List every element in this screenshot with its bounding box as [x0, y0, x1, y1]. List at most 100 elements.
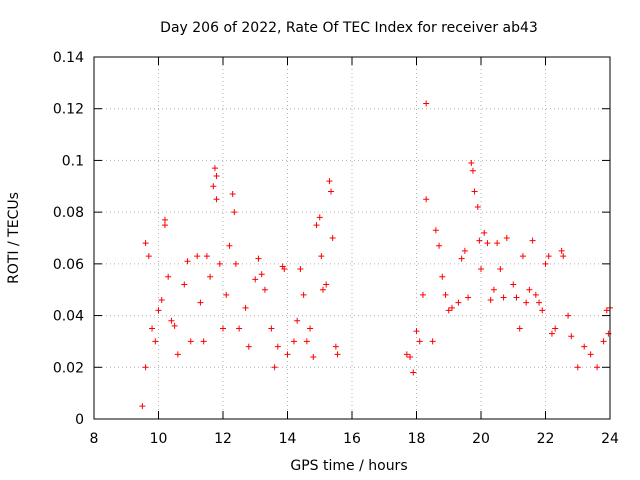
- data-point: [594, 364, 601, 371]
- data-point: [587, 351, 594, 358]
- data-point: [410, 369, 417, 376]
- x-tick-label: 18: [408, 431, 426, 447]
- data-point: [213, 196, 220, 203]
- data-point: [245, 343, 252, 350]
- y-axis-title: ROTI / TECUs: [6, 192, 22, 284]
- data-point: [469, 167, 476, 174]
- data-point: [216, 260, 223, 267]
- data-point: [207, 273, 214, 280]
- data-point: [242, 304, 249, 311]
- data-point: [210, 183, 217, 190]
- data-point: [468, 160, 475, 167]
- data-point: [423, 196, 430, 203]
- data-point: [236, 325, 243, 332]
- data-point: [560, 253, 567, 260]
- data-point: [165, 273, 172, 280]
- data-point: [252, 276, 259, 283]
- data-point: [455, 299, 462, 306]
- data-point: [436, 242, 443, 249]
- data-point: [445, 307, 452, 314]
- chart-title: Day 206 of 2022, Rate Of TEC Index for r…: [160, 20, 538, 36]
- data-point: [545, 253, 552, 260]
- data-point: [319, 286, 326, 293]
- data-point: [171, 322, 178, 329]
- data-point: [229, 191, 236, 198]
- y-tick-label: 0.12: [53, 102, 84, 118]
- data-point: [307, 325, 314, 332]
- data-point: [474, 203, 481, 210]
- data-point: [223, 291, 230, 298]
- data-point: [487, 297, 494, 304]
- data-point: [323, 281, 330, 288]
- data-point: [497, 266, 504, 273]
- data-point: [181, 281, 188, 288]
- data-point: [161, 216, 168, 223]
- x-tick-label: 20: [472, 431, 490, 447]
- data-point: [403, 351, 410, 358]
- data-point: [220, 325, 226, 332]
- data-point: [478, 266, 484, 273]
- data-point: [526, 286, 533, 293]
- x-tick-label: 12: [214, 431, 232, 447]
- axes: 8 10 12 14 16 18 20 22 24 0 0.02 0.04 0.06 0.08 0.1 0.1…: [53, 50, 619, 447]
- data-point: [329, 235, 336, 241]
- data-point: [303, 338, 310, 345]
- data-point: [481, 229, 488, 236]
- data-point: [519, 253, 526, 260]
- data-point: [142, 240, 149, 247]
- x-tick-label: 16: [343, 431, 361, 447]
- data-point: [313, 222, 320, 229]
- data-point: [213, 172, 220, 179]
- grid-lines: [94, 57, 610, 419]
- data-point: [448, 304, 455, 311]
- data-point: [568, 333, 575, 340]
- data-point: [476, 237, 483, 244]
- data-point: [294, 317, 301, 324]
- data-point: [194, 253, 201, 260]
- data-point: [513, 294, 520, 301]
- data-point: [211, 165, 218, 172]
- data-point: [326, 178, 333, 185]
- data-point: [600, 338, 607, 345]
- data-point: [145, 253, 152, 260]
- data-point: [149, 325, 156, 332]
- data-point: [271, 364, 278, 371]
- data-point: [255, 255, 262, 262]
- data-point: [158, 297, 165, 304]
- data-point: [332, 343, 339, 350]
- data-point: [161, 222, 168, 229]
- data-point: [471, 188, 478, 195]
- data-point: [231, 209, 238, 216]
- y-tick-label: 0.04: [53, 309, 84, 325]
- data-point: [139, 403, 146, 410]
- data-point: [300, 291, 307, 298]
- data-point: [268, 325, 275, 332]
- data-point: [529, 237, 536, 244]
- data-point: [516, 325, 523, 332]
- data-point: [226, 242, 233, 249]
- data-point: [290, 338, 297, 345]
- data-point: [416, 338, 423, 345]
- data-point: [232, 260, 239, 267]
- data-point: [484, 240, 491, 247]
- data-point: [281, 266, 288, 273]
- data-point: [552, 325, 559, 332]
- data-point: [458, 255, 465, 262]
- data-point: [413, 328, 420, 335]
- data-point: [558, 247, 565, 254]
- data-point: [407, 353, 414, 360]
- data-point: [581, 343, 588, 350]
- data-point: [439, 273, 446, 280]
- data-point: [168, 317, 175, 324]
- data-point: [539, 307, 546, 314]
- data-point: [423, 100, 430, 107]
- data-point: [187, 338, 194, 345]
- y-tick-label: 0.02: [53, 360, 84, 376]
- x-tick-label: 8: [90, 431, 99, 447]
- x-tick-label: 22: [537, 431, 555, 447]
- data-point: [419, 291, 426, 298]
- data-point: [494, 240, 501, 247]
- data-point: [432, 227, 439, 234]
- data-point: [261, 286, 268, 293]
- y-tick-label: 0.06: [53, 257, 84, 273]
